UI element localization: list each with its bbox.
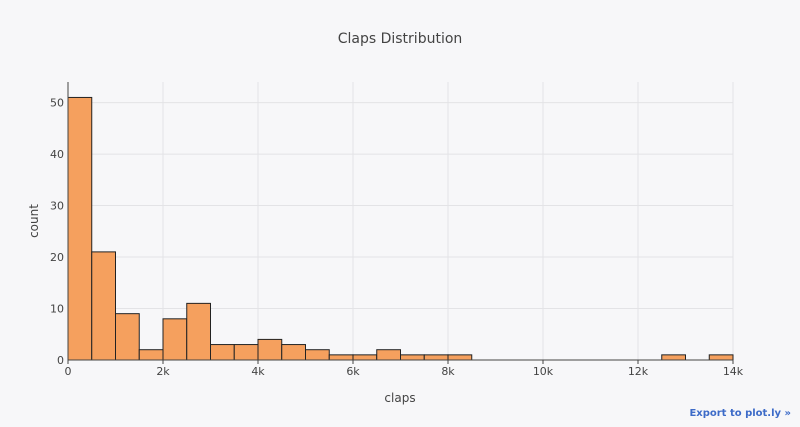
x-tick-label: 0 — [65, 365, 72, 378]
y-tick-label: 30 — [50, 200, 64, 213]
histogram-bar[interactable] — [233, 344, 259, 361]
histogram-bar[interactable] — [708, 354, 734, 361]
y-axis-label: count — [27, 204, 41, 238]
x-axis-label: claps — [384, 391, 415, 405]
x-tick-label: 14k — [723, 365, 744, 378]
x-tick-label: 8k — [441, 365, 455, 378]
histogram-bar[interactable] — [138, 349, 164, 361]
x-tick-label: 12k — [628, 365, 649, 378]
y-tick-label: 20 — [50, 251, 64, 264]
histogram-bar[interactable] — [281, 344, 306, 361]
export-to-plotly-link[interactable]: Export to plot.ly » — [689, 408, 791, 419]
x-tick-label: 6k — [346, 365, 360, 378]
x-tick-label: 4k — [251, 365, 265, 378]
histogram-bar[interactable] — [661, 354, 686, 361]
y-tick-label: 0 — [57, 354, 64, 367]
histogram-bar[interactable] — [376, 349, 401, 361]
y-tick-label: 40 — [50, 148, 64, 161]
x-tick-label: 2k — [156, 365, 170, 378]
histogram-bar[interactable] — [352, 354, 378, 361]
histogram-bar[interactable] — [400, 354, 425, 361]
histogram-bar[interactable] — [210, 344, 235, 361]
histogram-bar[interactable] — [115, 313, 140, 361]
histogram-bar[interactable] — [186, 302, 211, 361]
histogram-bar[interactable] — [162, 318, 188, 361]
histogram-bar[interactable] — [91, 251, 116, 361]
histogram-bar[interactable] — [305, 349, 330, 361]
y-tick-label: 10 — [50, 303, 64, 316]
y-tick-label: 50 — [50, 97, 64, 110]
histogram-bar[interactable] — [67, 96, 93, 361]
bars — [67, 96, 734, 361]
axes: 0 10 20 30 40 50 0 2k 4k 6k 8k 10k 12k 14k — [50, 82, 744, 378]
histogram-bar[interactable] — [328, 354, 354, 361]
histogram-bar[interactable] — [447, 354, 473, 361]
chart-title: Claps Distribution — [338, 31, 463, 47]
x-tick-label: 10k — [533, 365, 554, 378]
histogram-bar[interactable] — [423, 354, 449, 361]
histogram-bar[interactable] — [257, 338, 283, 361]
gridlines — [68, 82, 734, 360]
